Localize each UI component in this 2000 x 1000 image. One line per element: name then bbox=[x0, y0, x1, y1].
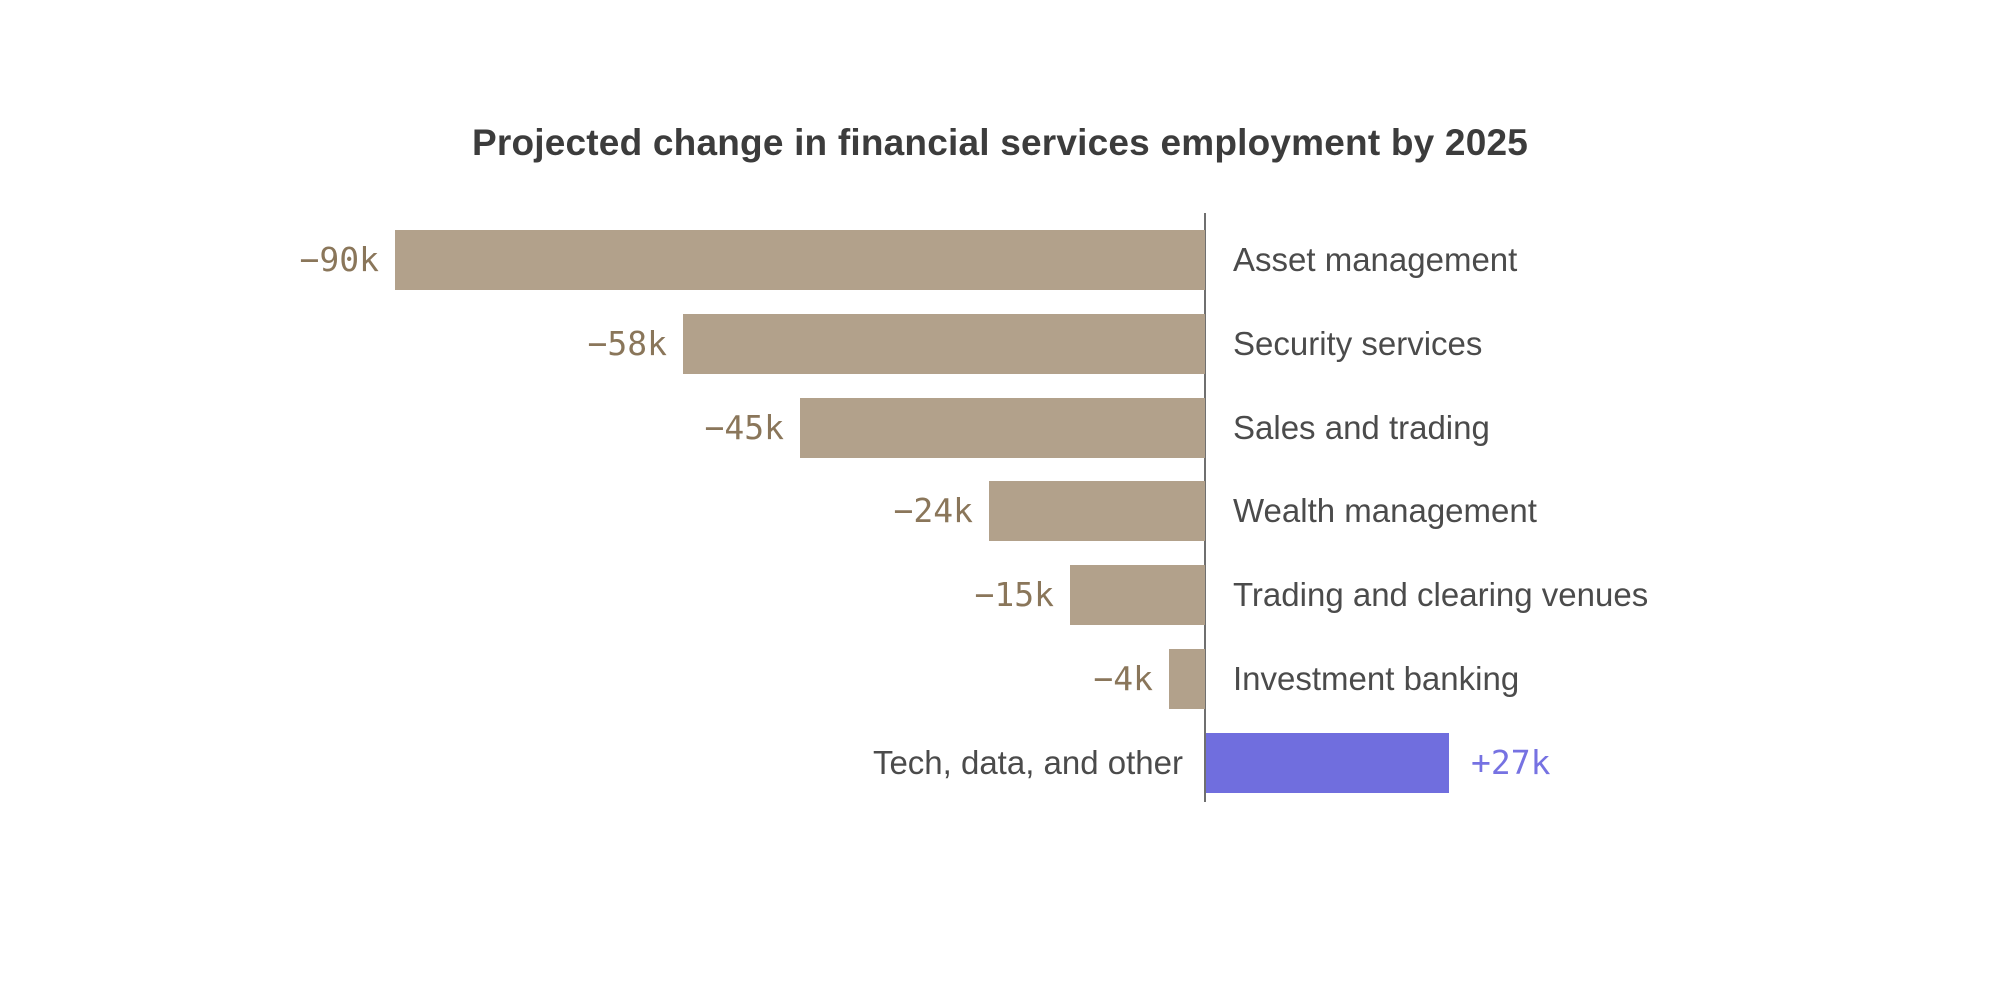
axis-line bbox=[1204, 213, 1206, 802]
bar-category-label: Tech, data, and other bbox=[872, 743, 1183, 781]
bar bbox=[395, 230, 1205, 290]
bar-row: −58k Security services bbox=[0, 313, 2000, 374]
bar bbox=[1070, 565, 1205, 626]
bar bbox=[800, 397, 1205, 458]
bar-row: +27k Tech, data, and other bbox=[0, 732, 2000, 793]
bar-value-label: −4k bbox=[1093, 659, 1153, 698]
bar bbox=[989, 481, 1205, 542]
bar-row: −24k Wealth management bbox=[0, 481, 2000, 542]
bar-row: −45k Sales and trading bbox=[0, 397, 2000, 458]
bar-category-label: Asset management bbox=[1233, 241, 1518, 278]
chart-title: Projected change in financial services e… bbox=[471, 122, 1529, 163]
bar bbox=[683, 313, 1205, 374]
bar-category-label: Trading and clearing venues bbox=[1233, 576, 1649, 614]
bar bbox=[1169, 649, 1205, 709]
bar bbox=[1206, 732, 1449, 793]
bar-category-label: Investment banking bbox=[1233, 660, 1520, 697]
bar-category-label: Sales and trading bbox=[1233, 408, 1490, 446]
bar-category-label: Security services bbox=[1233, 324, 1483, 362]
bar-row: −4k Investment banking bbox=[0, 649, 2000, 709]
bar-row: −90k Asset management bbox=[0, 230, 2000, 290]
bar-category-label: Wealth management bbox=[1233, 492, 1537, 530]
bar-value-label: −90k bbox=[299, 240, 379, 279]
bar-value-label: +27k bbox=[1471, 742, 1551, 782]
bar-row: −15k Trading and clearing venues bbox=[0, 565, 2000, 626]
bar-value-label: −24k bbox=[893, 491, 973, 531]
bar-value-label: −15k bbox=[974, 575, 1054, 615]
bar-value-label: −45k bbox=[704, 407, 784, 447]
bar-value-label: −58k bbox=[587, 323, 667, 363]
